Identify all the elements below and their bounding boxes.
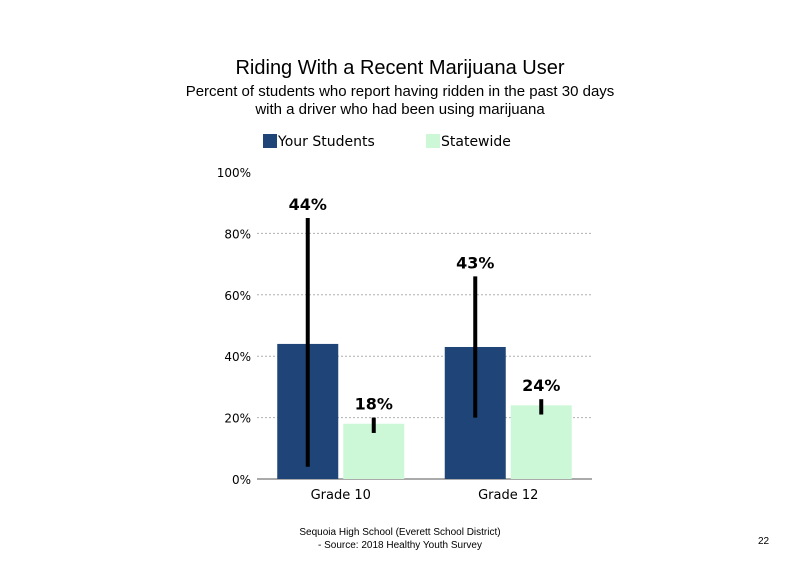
bar-chart: 0% 20% 40% 60% 80% 100% 44% 18% Grade 10 43% 24% Gr… [217, 166, 592, 503]
footer-school: Sequoia High School (Everett School Dist… [299, 527, 501, 538]
footer-source: - Source: 2018 Healthy Youth Survey [318, 540, 482, 551]
legend-swatch-your-students [263, 134, 277, 148]
data-label: 43% [456, 253, 494, 272]
y-tick-label: 20% [224, 412, 251, 426]
chart-subtitle: Percent of students who report having ri… [0, 83, 800, 119]
y-tick-label: 80% [224, 227, 251, 241]
bar [510, 405, 572, 479]
x-tick-label: Grade 12 [478, 488, 538, 503]
legend-label-your-students: Your Students [278, 134, 375, 150]
page-number: 22 [758, 536, 770, 547]
chart-subtitle-line-1: Percent of students who report having ri… [185, 83, 615, 100]
legend-label-statewide: Statewide [441, 134, 511, 150]
data-label: 24% [522, 376, 560, 395]
y-tick-label: 60% [224, 289, 251, 303]
legend-swatch-statewide [426, 134, 440, 148]
y-tick-label: 100% [217, 166, 251, 180]
legend-item-your-students: Your Students [263, 134, 375, 150]
y-tick-label: 40% [224, 350, 251, 364]
chart-title: Riding With a Recent Marijuana User [235, 57, 565, 79]
legend-item-statewide: Statewide [426, 134, 511, 150]
data-label: 18% [355, 395, 393, 414]
chart-subtitle-line-2: with a driver who had been using marijua… [255, 101, 545, 118]
x-tick-label: Grade 10 [311, 488, 371, 503]
data-label: 44% [289, 195, 327, 214]
footer: Sequoia High School (Everett School Dist… [0, 526, 800, 552]
y-tick-label: 0% [232, 473, 251, 487]
